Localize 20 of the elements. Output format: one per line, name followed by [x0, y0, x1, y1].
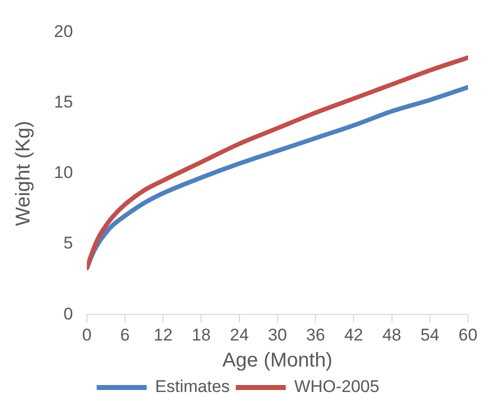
y-axis-title: Weight (Kg) — [12, 120, 35, 226]
y-tick-label: 10 — [54, 163, 73, 182]
legend-label: WHO-2005 — [294, 377, 380, 396]
x-tick-label: 18 — [192, 325, 211, 344]
x-tick-label: 30 — [268, 325, 287, 344]
x-tick-label: 24 — [230, 325, 249, 344]
x-tick-label: 60 — [458, 325, 478, 344]
y-tick-label: 0 — [63, 304, 73, 324]
x-tick-label: 54 — [420, 325, 440, 344]
y-tick-label: 20 — [54, 22, 73, 41]
x-axis-title: Age (Month) — [222, 350, 332, 372]
y-tick-label: 5 — [63, 234, 73, 253]
y-tick-label: 15 — [54, 92, 73, 112]
x-tick-label: 12 — [154, 325, 173, 344]
x-tick-label: 36 — [306, 325, 326, 344]
x-tick-label: 48 — [382, 325, 402, 344]
x-tick-label: 42 — [344, 325, 364, 344]
legend-label: Estimates — [155, 377, 230, 396]
x-tick-label: 0 — [82, 325, 92, 344]
x-tick-label: 6 — [120, 325, 130, 344]
